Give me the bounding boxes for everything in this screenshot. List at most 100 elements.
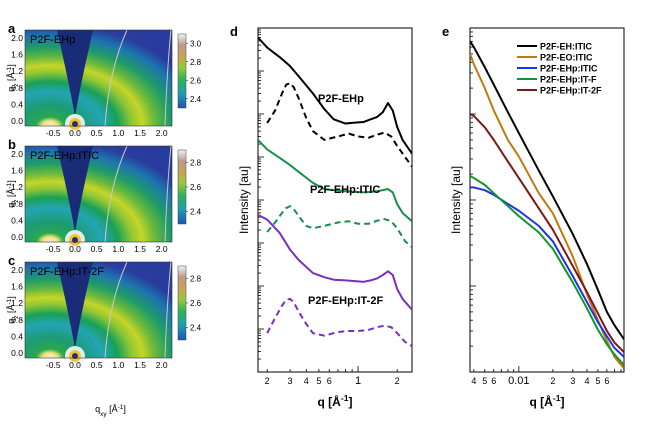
- qxy-tick-label: 1.5: [134, 128, 146, 138]
- x-tick-label: 2: [395, 376, 400, 386]
- series-line-p2f-ehp-itic: [258, 139, 412, 223]
- qz-tick-label: 2.0: [11, 149, 23, 159]
- x-tick-label: 6: [491, 376, 496, 386]
- qxy-tick-label: 0.0: [69, 244, 81, 254]
- colorbar-tick-label: 2.4: [190, 208, 202, 217]
- qxy-tick-label: 2.0: [156, 244, 168, 254]
- series-annotation: P2F-EHp:ITIC: [310, 184, 380, 196]
- sample-label: P2F-EHp:ITIC: [30, 150, 99, 162]
- qz-tick-label: 1.2: [11, 298, 23, 308]
- panel-label: a: [8, 21, 16, 36]
- beamstop: [71, 237, 78, 243]
- panel-label: e: [442, 24, 449, 39]
- qz-tick-label: 1.6: [11, 166, 23, 176]
- scattering-image: [24, 145, 173, 250]
- qz-tick-label: 0.0: [11, 116, 23, 126]
- missing-wedge: [56, 146, 93, 232]
- missing-wedge: [56, 30, 93, 116]
- colorbar-tick-label: 2.8: [190, 158, 202, 167]
- qxy-tick-label: 1.5: [134, 360, 146, 370]
- legend-entry: P2F-EHp:ITIC: [540, 64, 598, 74]
- qz-tick-label: 0.4: [11, 215, 23, 225]
- qz-tick-label: 0.4: [11, 99, 23, 109]
- x-axis-label: qxy [Å-1]: [95, 404, 126, 418]
- y-axis-label: qz [Å-1]: [6, 180, 20, 208]
- series-group: [258, 36, 412, 347]
- series-line-p2f-ehp-it-2f: [258, 214, 412, 311]
- x-tick-label: 5: [595, 376, 600, 386]
- giwaxs-panel-b: b P2F-EHp:ITIC 2.0 1.6 1.2 0.8 0.4 0.0 qz [Å-1] -…: [6, 137, 202, 254]
- y-axis-label: Intensity [au]: [237, 166, 251, 234]
- qxy-tick-label: 1.0: [112, 244, 124, 254]
- qxy-tick-label: 1.0: [112, 360, 124, 370]
- scattering-intensity-map: [25, 262, 172, 358]
- colorbar-gradient: [177, 149, 187, 225]
- panel-label: d: [230, 24, 238, 39]
- giwaxs-panel-a: a P2F-EHp 2.0 1.6 1.2 0.8 0.4 0.0 qz [Å-1] -0.5 0.…: [6, 21, 202, 138]
- qxy-tick-label: 0.5: [91, 244, 103, 254]
- qxy-tick-label: 0.5: [91, 128, 103, 138]
- series-line-p2f-ehp-dashed: [266, 82, 412, 168]
- qz-tick-label: 0.8: [11, 199, 23, 209]
- qz-tick-label: 0.0: [11, 232, 23, 242]
- x-tick-label: 3: [570, 376, 575, 386]
- qz-tick-label: 1.2: [11, 182, 23, 192]
- qxy-tick-label: -0.5: [46, 128, 61, 138]
- qz-tick-label: 2.0: [11, 33, 23, 43]
- series-line-p2f-ehp-it-f: [470, 175, 624, 366]
- detector-gap: [164, 29, 172, 127]
- x-tick-label: 6: [604, 376, 609, 386]
- qxy-tick-label: -0.5: [46, 360, 61, 370]
- y-axis-label: Intensity [au]: [449, 166, 463, 234]
- scattering-image: [24, 29, 173, 134]
- missing-wedge: [56, 262, 93, 348]
- colorbar-tick-label: 2.8: [190, 58, 202, 67]
- colorbar-tick-label: 2.8: [190, 274, 202, 283]
- colorbar-gradient: [177, 33, 187, 109]
- background-region: [105, 146, 172, 190]
- series-line-p2f-ehp-itic: [470, 186, 624, 358]
- x-axis-label: q [Å-1]: [318, 393, 353, 409]
- series-line-p2f-eh-itic: [470, 40, 624, 340]
- qxy-tick-label: 0.0: [69, 128, 81, 138]
- background-region: [105, 30, 172, 74]
- qz-tick-label: 0.8: [11, 83, 23, 93]
- qz-tick-label: 0.8: [11, 315, 23, 325]
- legend-entry: P2F-EHp:IT-F: [540, 75, 597, 85]
- series-line-p2f-ehp-itic-dashed: [266, 205, 412, 248]
- image-frame: [24, 261, 173, 359]
- colorbar-tick-label: 2.6: [190, 76, 202, 85]
- giwaxs-panel-c: c P2F-EHp:IT-2F 2.0 1.6 1.2 0.8 0.4 0.0 qz [Å-1]…: [6, 253, 202, 370]
- series-group: [470, 40, 624, 370]
- x-tick-label: 4: [304, 376, 309, 386]
- x-tick-label: 5: [482, 376, 487, 386]
- legend: P2F-EH:ITICP2F-EO:ITICP2F-EHp:ITICP2F-EH…: [517, 42, 602, 96]
- scattering-image: [24, 261, 173, 366]
- colorbar-gradient: [177, 265, 187, 341]
- scattering-intensity-map: [25, 30, 172, 126]
- chart-panel-e: e4 5 6 0.01 2 3 4 5 6q [Å-1]Intensity [au]P2F-EH…: [442, 24, 625, 409]
- panel-label: c: [8, 253, 15, 268]
- scattering-intensity-map: [25, 146, 172, 242]
- qz-tick-label: 2.0: [11, 265, 23, 275]
- x-axis-label: q [Å-1]: [530, 393, 565, 409]
- detector-gap: [164, 145, 172, 243]
- colorbar-tick-label: 2.4: [190, 95, 202, 104]
- qz-tick-label: 1.2: [11, 66, 23, 76]
- qz-tick-label: 1.6: [11, 50, 23, 60]
- qxy-tick-label: 1.5: [134, 244, 146, 254]
- sample-label: P2F-EHp: [30, 34, 75, 46]
- beamstop: [71, 121, 78, 127]
- image-frame: [24, 145, 173, 243]
- qxy-tick-label: 2.0: [156, 360, 168, 370]
- detector-gap: [104, 261, 128, 359]
- colorbar: 2.8 2.6 2.4: [177, 265, 202, 341]
- detector-gap: [104, 29, 128, 127]
- beamstop: [71, 353, 78, 359]
- colorbar-tick-label: 2.6: [190, 299, 202, 308]
- x-tick-label: 4: [584, 376, 589, 386]
- colorbar-tick-label: 2.6: [190, 183, 202, 192]
- panel-label: b: [8, 137, 16, 152]
- colorbar-tick-label: 2.4: [190, 324, 202, 333]
